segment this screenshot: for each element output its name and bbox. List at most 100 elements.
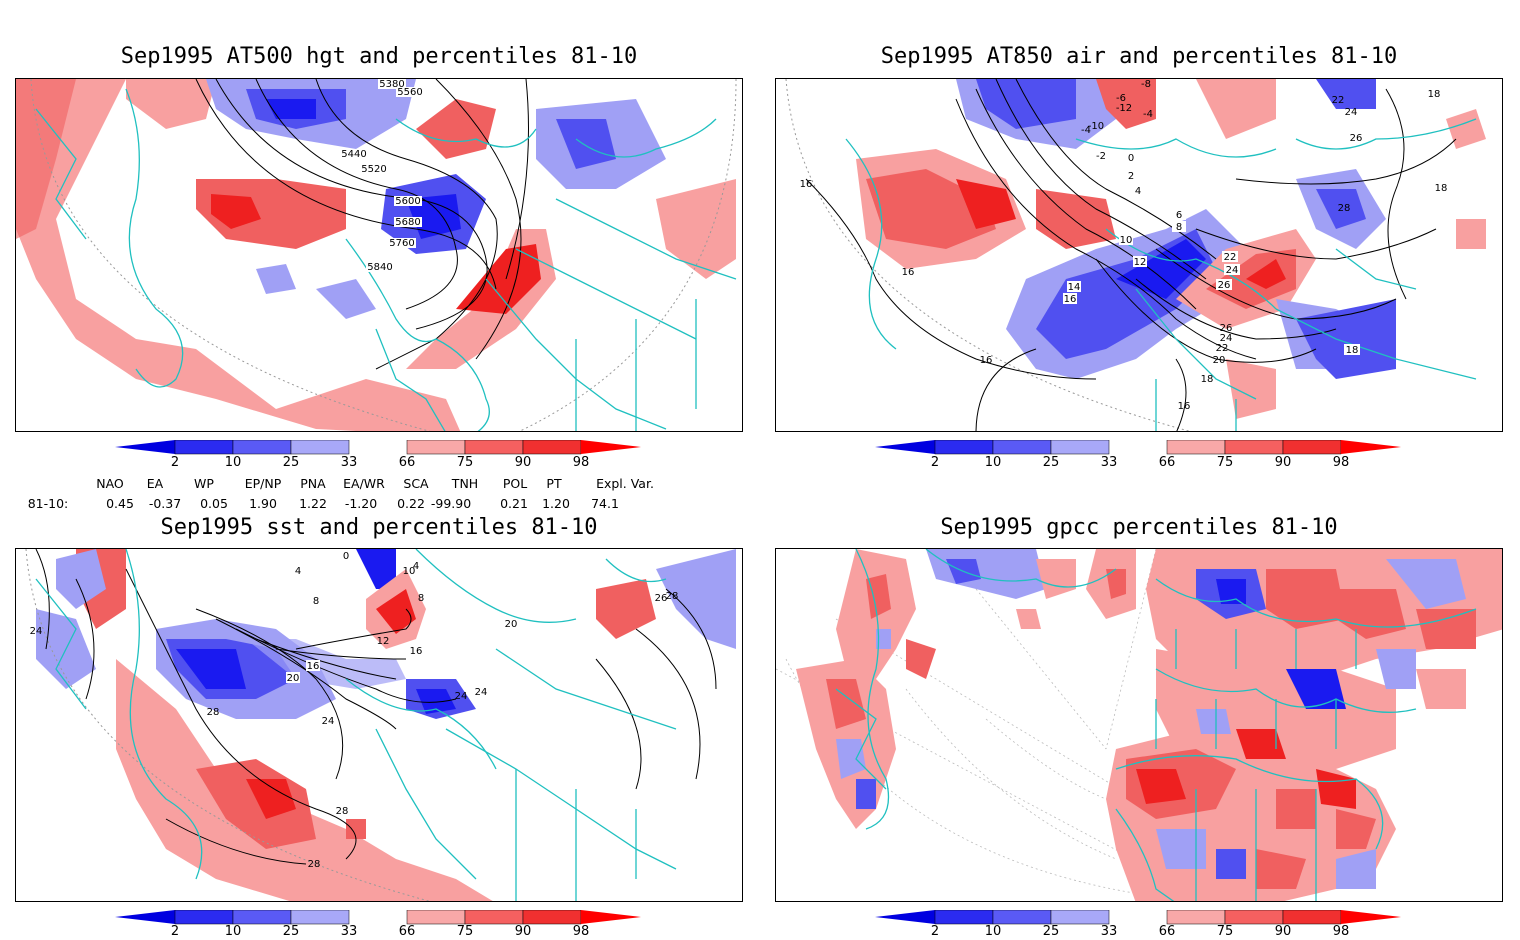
index-value: 0.21 xyxy=(500,496,528,511)
cbar-label: 98 xyxy=(572,455,590,470)
contour-label: 18 xyxy=(1428,89,1441,100)
cbar-label: 25 xyxy=(282,455,300,470)
cbar-label: 10 xyxy=(984,924,1002,939)
contour-label: -2 xyxy=(1096,151,1106,162)
index-value: 0.22 xyxy=(397,496,425,511)
contour-label: 18 xyxy=(1201,374,1214,385)
cbar-label: 75 xyxy=(1216,455,1234,470)
contour-label: 28 xyxy=(207,707,220,718)
colorbar-1: 2 10 25 33 66 75 90 98 xyxy=(115,439,645,470)
contour-label: 16 xyxy=(1178,401,1191,412)
contour-label: 8 xyxy=(1176,222,1182,233)
index-header: PNA xyxy=(300,476,326,491)
contour-label: 20 xyxy=(287,673,300,684)
contour-label: 0 xyxy=(343,551,349,562)
cbar-label: 66 xyxy=(1158,924,1176,939)
cbar-label: 75 xyxy=(456,455,474,470)
indices-value-row: 81-10: 0.45 -0.37 0.05 1.90 1.22 -1.20 0… xyxy=(0,496,760,512)
cbar-label: 33 xyxy=(1100,455,1118,470)
cbar-label: 66 xyxy=(398,455,416,470)
index-header: PT xyxy=(546,476,562,491)
contour-label: 22 xyxy=(1224,252,1237,263)
colorbar-3: 2 10 25 33 66 75 90 98 xyxy=(115,909,645,940)
contour-label: 16 xyxy=(980,355,993,366)
cbar-label: 66 xyxy=(398,924,416,939)
contour-label: 18 xyxy=(1435,183,1448,194)
map-gpcc xyxy=(775,548,1503,902)
index-value: 1.22 xyxy=(299,496,327,511)
contour-label: 6 xyxy=(1176,210,1182,221)
index-value: -0.37 xyxy=(148,496,182,511)
contour-label: 24 xyxy=(1345,107,1358,118)
colorbar-2-svg xyxy=(875,439,1401,455)
contour-label: 5560 xyxy=(397,87,422,98)
contour-label: 12 xyxy=(1134,257,1147,268)
contour-label: -10 xyxy=(1088,121,1104,132)
cbar-label: 2 xyxy=(170,455,180,470)
contour-label: 24 xyxy=(1226,265,1239,276)
cbar-label: 98 xyxy=(1332,455,1350,470)
contour-label: -4 xyxy=(1081,125,1091,136)
contour-label: 12 xyxy=(377,636,390,647)
map-air850: -8 -6 -4 -12 -10 -4 -2 0 2 4 6 8 10 12 1… xyxy=(775,78,1503,432)
cbar-label: 98 xyxy=(572,924,590,939)
contour-label: 4 xyxy=(413,561,419,572)
contour-label: 24 xyxy=(1220,333,1233,344)
contour-label: 5440 xyxy=(341,149,366,160)
contour-label: 26 xyxy=(1350,133,1363,144)
index-header: Expl. Var. xyxy=(596,476,654,491)
cbar-label: 33 xyxy=(340,455,358,470)
contour-label: 5520 xyxy=(361,164,386,175)
index-value: -1.20 xyxy=(344,496,378,511)
index-value: 0.45 xyxy=(106,496,134,511)
cbar-label: 25 xyxy=(1042,924,1060,939)
contour-label: 8 xyxy=(418,593,424,604)
colorbar-2: 2 10 25 33 66 75 90 98 xyxy=(875,439,1405,470)
contour-label: -12 xyxy=(1116,103,1132,114)
contour-label: 5380 xyxy=(379,79,404,90)
contour-label: 28 xyxy=(666,591,679,602)
index-header: WP xyxy=(194,476,214,491)
index-header: NAO xyxy=(96,476,124,491)
contour-label: 20 xyxy=(1213,355,1226,366)
contour-label: 0 xyxy=(1128,153,1134,164)
index-value: 0.05 xyxy=(200,496,228,511)
contour-label: 14 xyxy=(1068,282,1081,293)
cbar-label: 25 xyxy=(1042,455,1060,470)
contour-label: -6 xyxy=(1116,93,1126,104)
cbar-label: 33 xyxy=(340,924,358,939)
contour-label: 5840 xyxy=(367,262,392,273)
colorbar-4-svg xyxy=(875,909,1401,925)
contour-label: 10 xyxy=(403,566,416,577)
cbar-low-arrow xyxy=(115,440,175,454)
indices-header-row: NAO EA WP EP/NP PNA EA/WR SCA TNH POL PT… xyxy=(0,476,760,492)
contour-label: 5680 xyxy=(395,217,420,228)
contour-label: 4 xyxy=(295,566,301,577)
contour-label: 16 xyxy=(307,661,320,672)
cbar-high-arrow xyxy=(581,440,641,454)
contour-label: 24 xyxy=(30,626,43,637)
panel-title-sst: Sep1995 sst and percentiles 81-10 xyxy=(160,515,598,540)
contour-label: 26 xyxy=(655,593,668,604)
cbar-label: 25 xyxy=(282,924,300,939)
cbar-label: 2 xyxy=(170,924,180,939)
panel-title-air850: Sep1995 AT850 air and percentiles 81-10 xyxy=(880,44,1398,69)
contour-label: 16 xyxy=(902,267,915,278)
cbar-label: 90 xyxy=(514,924,532,939)
contour-label: 4 xyxy=(1135,186,1141,197)
map-hgt500-canvas: 5380 5560 5440 5520 5600 5680 5760 5840 xyxy=(16,79,737,431)
cbar-label: 75 xyxy=(456,924,474,939)
map-hgt500: 5380 5560 5440 5520 5600 5680 5760 5840 xyxy=(15,78,743,432)
cbar-label: 2 xyxy=(930,924,940,939)
contour-label: 28 xyxy=(308,859,321,870)
contour-label: 5600 xyxy=(395,196,420,207)
contour-label: 24 xyxy=(475,687,488,698)
contour-label: 28 xyxy=(336,806,349,817)
contour-label: 22 xyxy=(1216,343,1229,354)
contour-label: 5760 xyxy=(389,238,414,249)
cbar-label: 98 xyxy=(1332,924,1350,939)
map-gpcc-canvas xyxy=(776,549,1502,901)
cbar-label: 2 xyxy=(930,455,940,470)
index-header: SCA xyxy=(403,476,429,491)
index-header: TNH xyxy=(451,476,479,491)
